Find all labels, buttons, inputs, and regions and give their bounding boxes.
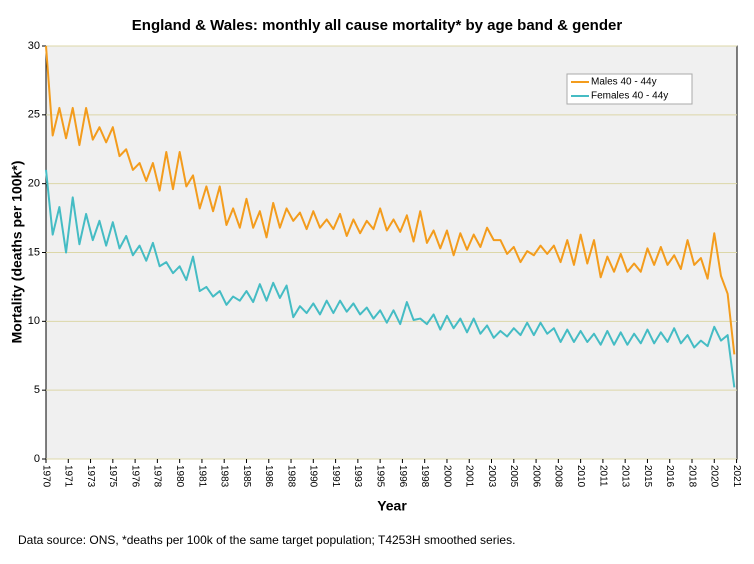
x-tick-label: 1971 — [63, 465, 74, 488]
x-tick-label: 1998 — [419, 465, 430, 488]
x-tick-label: 1990 — [308, 465, 319, 488]
x-tick-label: 1986 — [263, 465, 274, 488]
x-tick-label: 2020 — [709, 465, 720, 488]
legend-label: Females 40 - 44y — [591, 91, 668, 102]
footnote: Data source: ONS, *deaths per 100k of th… — [18, 533, 515, 547]
x-tick-label: 2021 — [731, 465, 742, 488]
data-line — [45, 169, 736, 388]
x-tick-label: 1976 — [129, 465, 140, 488]
x-tick-label: 2005 — [508, 465, 519, 488]
x-axis-label: Year — [377, 498, 407, 514]
y-tick-label: 20 — [28, 178, 40, 190]
x-tick-label: 2016 — [664, 465, 675, 488]
x-tick-label: 1995 — [374, 465, 385, 488]
x-tick-label: 2001 — [464, 465, 475, 488]
x-tick-label: 1991 — [330, 465, 341, 488]
x-tick-label: 1981 — [196, 465, 207, 488]
chart-title: England & Wales: monthly all cause morta… — [132, 17, 623, 34]
x-tick-label: 1988 — [285, 465, 296, 488]
x-tick-label: 2018 — [686, 465, 697, 488]
x-tick-label: 2011 — [597, 465, 608, 487]
x-tick-label: 1975 — [107, 465, 118, 488]
x-tick-label: 1970 — [40, 465, 51, 488]
y-tick-label: 5 — [34, 384, 40, 396]
legend-box — [566, 73, 693, 105]
y-tick-label: 15 — [28, 246, 40, 258]
legend-label: Males 40 - 44y — [591, 77, 657, 88]
x-tick-label: 2003 — [486, 465, 497, 488]
x-tick-label: 2013 — [620, 465, 631, 488]
x-tick-label: 2010 — [575, 465, 586, 488]
y-tick-label: 10 — [28, 315, 40, 327]
y-axis-label: Mortality (deaths per 100k*) — [9, 161, 25, 344]
x-tick-label: 1996 — [397, 465, 408, 488]
x-tick-label: 2008 — [553, 465, 564, 488]
x-tick-label: 1978 — [152, 465, 163, 488]
x-tick-label: 1980 — [174, 465, 185, 488]
x-tick-label: 1993 — [352, 465, 363, 488]
data-line — [45, 45, 736, 355]
y-tick-label: 30 — [28, 40, 40, 52]
x-tick-label: 1973 — [85, 465, 96, 488]
y-tick-label: 25 — [28, 109, 40, 121]
x-tick-label: 2006 — [530, 465, 541, 488]
y-tick-label: 0 — [34, 453, 40, 465]
x-tick-label: 2000 — [441, 465, 452, 488]
x-tick-label: 1985 — [241, 465, 252, 488]
x-tick-label: 1983 — [219, 465, 230, 488]
x-tick-label: 2015 — [642, 465, 653, 488]
